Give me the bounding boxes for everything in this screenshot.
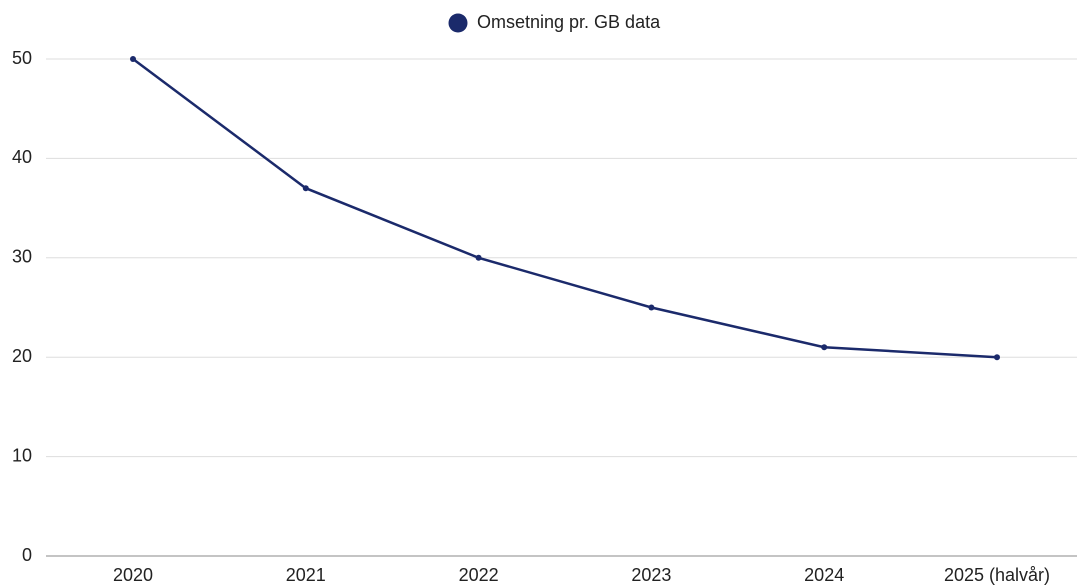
y-tick-label: 50 (12, 48, 32, 68)
y-tick-label: 10 (12, 445, 32, 465)
series-line (132, 57, 998, 359)
x-tick-label: 2022 (459, 565, 499, 585)
legend-marker (448, 13, 468, 33)
x-tick-label: 2021 (286, 565, 326, 585)
data-point (994, 354, 1000, 361)
data-point (130, 56, 136, 62)
y-tick-label: 0 (22, 545, 32, 565)
x-tick-label: 2023 (631, 565, 671, 585)
y-tick-label: 20 (12, 346, 32, 366)
y-tick-label: 30 (12, 247, 32, 267)
x-tick-label: 2025 (halvår) (944, 565, 1050, 585)
x-tick-label: 2020 (113, 565, 153, 585)
x-tick-label: 2024 (804, 565, 844, 585)
data-point (821, 344, 828, 351)
data-point (302, 185, 309, 192)
legend-label: Omsetning pr. GB data (477, 12, 661, 32)
y-tick-label: 40 (12, 147, 32, 167)
data-point (648, 304, 655, 311)
data-point (475, 254, 482, 261)
